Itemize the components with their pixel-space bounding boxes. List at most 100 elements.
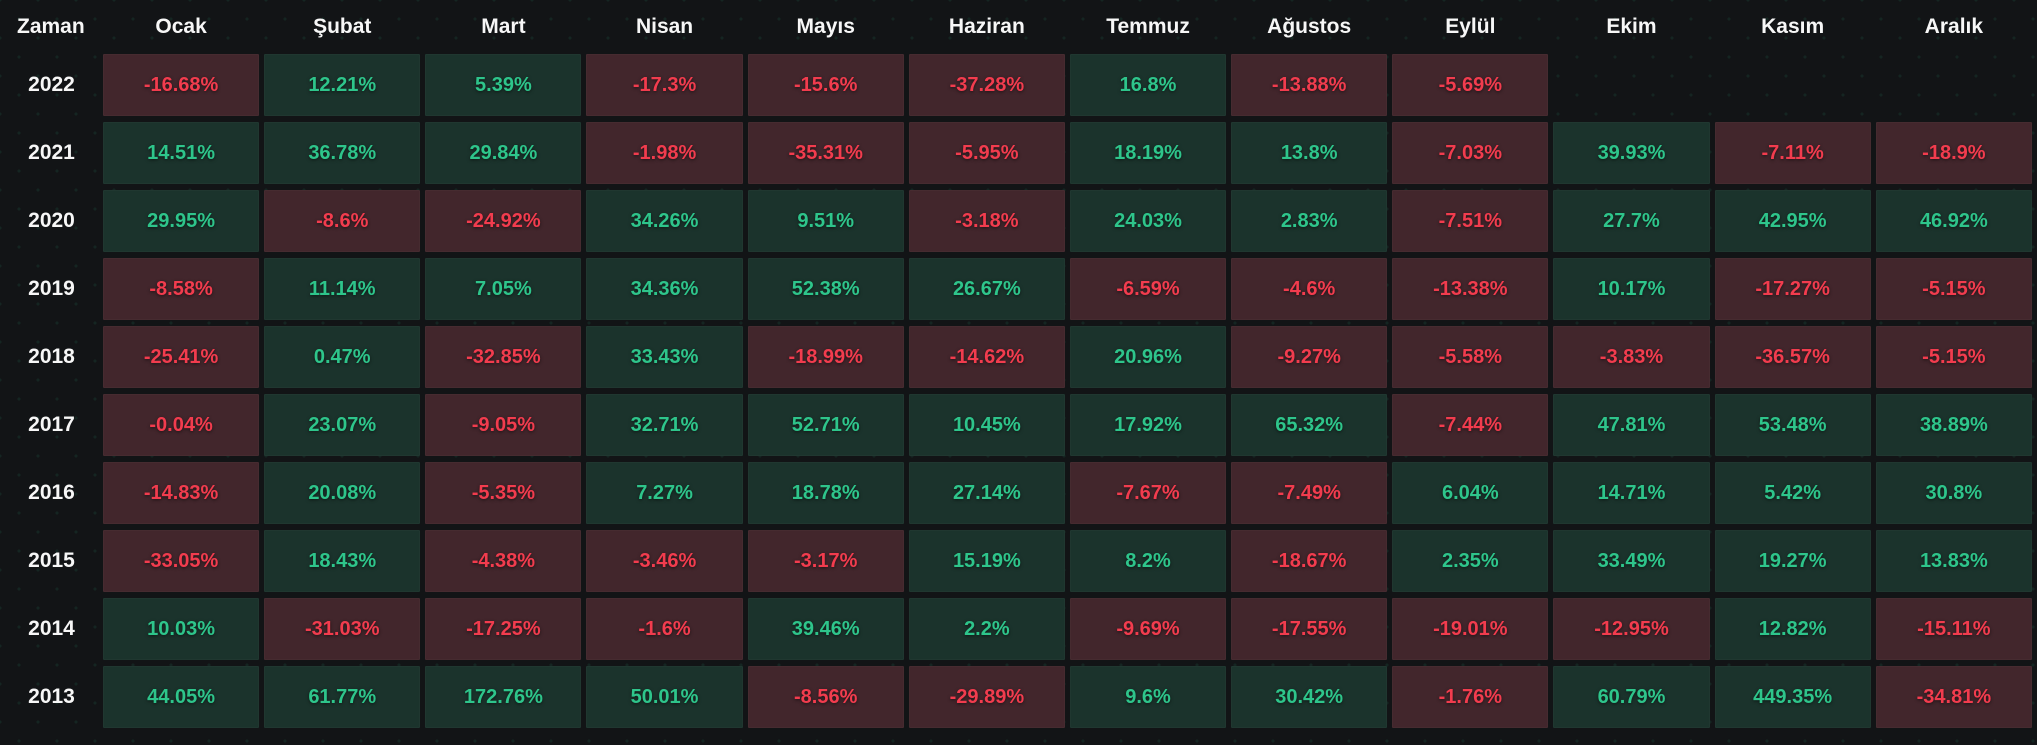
table-body: 2022 -16.68% 12.21% 5.39% -17.3% -15.6% -37.28… — [5, 54, 2032, 728]
month-header: Mart — [481, 15, 526, 38]
table-row: 2019 -8.58% 11.14% 7.05% 34.36% 52.38% 26.67% -… — [5, 258, 2032, 320]
return-cell: 32.71% — [586, 394, 743, 456]
return-cell: 52.38% — [747, 258, 904, 320]
return-cell: 5.42% — [1714, 462, 1871, 524]
return-cell: 34.26% — [586, 190, 743, 252]
return-cell: 30.42% — [1231, 666, 1388, 728]
return-cell: -35.31% — [747, 122, 904, 184]
return-cell: 34.36% — [586, 258, 743, 320]
return-cell: 47.81% — [1553, 394, 1710, 456]
return-cell: -13.88% — [1231, 54, 1388, 116]
return-cell: 0.47% — [264, 326, 421, 388]
return-cell: -1.6% — [586, 598, 743, 660]
return-cell: 172.76% — [425, 666, 582, 728]
return-cell: 9.51% — [747, 190, 904, 252]
return-cell: -7.44% — [1392, 394, 1549, 456]
return-cell: 18.19% — [1069, 122, 1227, 184]
return-cell: 17.92% — [1069, 394, 1227, 456]
return-cell: -31.03% — [264, 598, 421, 660]
return-cell: -15.11% — [1875, 598, 2032, 660]
return-cell: 46.92% — [1875, 190, 2032, 252]
return-cell: -5.15% — [1875, 258, 2032, 320]
return-cell: -16.68% — [103, 54, 260, 116]
return-cell: -7.51% — [1392, 190, 1549, 252]
table-row: 2016 -14.83% 20.08% -5.35% 7.27% 18.78% 27.14%… — [5, 462, 2032, 524]
time-column-header: Zaman — [17, 15, 85, 38]
return-cell: -1.76% — [1392, 666, 1549, 728]
return-cell: 9.6% — [1069, 666, 1227, 728]
return-cell: -5.69% — [1392, 54, 1549, 116]
return-cell: 18.78% — [747, 462, 904, 524]
return-cell: -5.95% — [908, 122, 1065, 184]
return-cell: 60.79% — [1553, 666, 1710, 728]
return-cell: 61.77% — [264, 666, 421, 728]
return-cell: 449.35% — [1714, 666, 1871, 728]
return-cell: -5.15% — [1875, 326, 2032, 388]
return-cell: 19.27% — [1714, 530, 1871, 592]
return-cell: -15.6% — [747, 54, 904, 116]
return-cell: -37.28% — [908, 54, 1065, 116]
table-row: 2020 29.95% -8.6% -24.92% 34.26% 9.51% -3.18% 2… — [5, 190, 2032, 252]
return-cell: 20.08% — [264, 462, 421, 524]
return-cell: 15.19% — [908, 530, 1065, 592]
return-cell: 13.83% — [1875, 530, 2032, 592]
return-cell: -4.38% — [425, 530, 582, 592]
return-cell: 29.95% — [103, 190, 260, 252]
return-cell: -0.04% — [103, 394, 260, 456]
return-cell: 11.14% — [264, 258, 421, 320]
return-cell: 39.46% — [747, 598, 904, 660]
month-header: Aralık — [1924, 15, 1984, 38]
return-cell: -3.83% — [1553, 326, 1710, 388]
year-label: 2019 — [28, 277, 75, 300]
return-cell: -3.17% — [747, 530, 904, 592]
month-header: Haziran — [948, 15, 1025, 38]
return-cell: -13.38% — [1392, 258, 1549, 320]
return-cell: -17.27% — [1714, 258, 1871, 320]
return-cell: -3.46% — [586, 530, 743, 592]
month-header: Eylül — [1445, 15, 1496, 38]
return-cell: 33.49% — [1553, 530, 1710, 592]
month-header: Temmuz — [1106, 15, 1190, 38]
return-cell: -1.98% — [586, 122, 743, 184]
return-cell: 27.7% — [1553, 190, 1710, 252]
empty-cell — [1715, 54, 1871, 116]
month-header: Nisan — [635, 15, 694, 38]
return-cell: 26.67% — [908, 258, 1065, 320]
return-cell: -3.18% — [908, 190, 1065, 252]
return-cell: 65.32% — [1231, 394, 1388, 456]
return-cell: 12.82% — [1714, 598, 1871, 660]
table-row: 2013 44.05% 61.77% 172.76% 50.01% -8.56% -29.8… — [5, 666, 2032, 728]
empty-cell — [1876, 54, 2032, 116]
return-cell: -32.85% — [425, 326, 582, 388]
return-cell: -7.67% — [1069, 462, 1227, 524]
table-row: 2018 -25.41% 0.47% -32.85% 33.43% -18.99% -14.… — [5, 326, 2032, 388]
table-row: 2015 -33.05% 18.43% -4.38% -3.46% -3.17% 15.19… — [5, 530, 2032, 592]
return-cell: -18.67% — [1231, 530, 1388, 592]
return-cell: -36.57% — [1714, 326, 1871, 388]
return-cell: -14.83% — [103, 462, 260, 524]
return-cell: -5.58% — [1392, 326, 1549, 388]
table-row: 2021 14.51% 36.78% 29.84% -1.98% -35.31% -5.95… — [5, 122, 2032, 184]
year-label: 2018 — [28, 345, 75, 368]
year-label: 2013 — [28, 685, 75, 708]
return-cell: 14.51% — [103, 122, 260, 184]
year-label: 2016 — [28, 481, 75, 504]
return-cell: -7.03% — [1392, 122, 1549, 184]
return-cell: -34.81% — [1875, 666, 2032, 728]
return-cell: 14.71% — [1553, 462, 1710, 524]
return-cell: 52.71% — [747, 394, 904, 456]
return-cell: 6.04% — [1392, 462, 1549, 524]
return-cell: -17.3% — [586, 54, 743, 116]
return-cell: 2.83% — [1231, 190, 1388, 252]
empty-cell — [1553, 54, 1709, 116]
return-cell: -24.92% — [425, 190, 582, 252]
year-label: 2021 — [28, 141, 75, 164]
month-header: Mayıs — [796, 15, 855, 38]
return-cell: -7.11% — [1714, 122, 1871, 184]
return-cell: 10.17% — [1553, 258, 1710, 320]
return-cell: -7.49% — [1231, 462, 1388, 524]
return-cell: 13.8% — [1231, 122, 1388, 184]
return-cell: -19.01% — [1392, 598, 1549, 660]
return-cell: 53.48% — [1714, 394, 1871, 456]
